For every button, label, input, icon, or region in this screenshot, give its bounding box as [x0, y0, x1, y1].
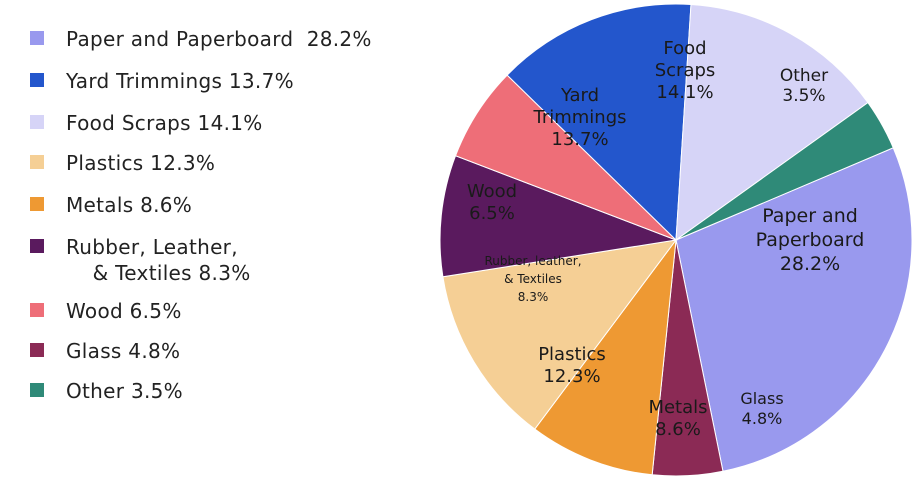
slice-label-line: Wood [467, 181, 517, 202]
slice-label-line: 28.2% [780, 253, 840, 275]
slice-label-line: 8.6% [655, 419, 701, 440]
slice-label-line: 4.8% [742, 409, 783, 428]
slice-label-line: Other [780, 66, 828, 86]
slice-label-line: 8.3% [518, 290, 549, 304]
slice-label-paper-and-paperboard: Paper and Paperboard 28.2% [756, 205, 865, 275]
slice-label-line: Food [663, 38, 706, 59]
legend-label: Rubber, Leather, & Textiles 8.3% [66, 235, 251, 285]
pie-slice-other [675, 101, 894, 241]
legend-label: Metals 8.6% [66, 193, 193, 217]
slice-label-line: 6.5% [469, 203, 515, 224]
pie-slice-metals [534, 238, 677, 476]
legend-swatch [30, 343, 44, 357]
pie-slice-food-scraps [675, 3, 869, 242]
slice-label-rubber-leather-textiles: Rubber, leather, & Textiles 8.3% [484, 254, 581, 304]
legend-swatch [30, 383, 44, 397]
legend-item-yard-trimmings: Yard Trimmings 13.7% [30, 68, 294, 94]
legend-swatch [30, 73, 44, 87]
slice-label-wood: Wood 6.5% [467, 181, 517, 224]
slice-label-line: 12.3% [543, 366, 600, 387]
legend-item-rubber-leather-textiles: Rubber, Leather, & Textiles 8.3% [30, 234, 251, 286]
slice-label-yard-trimmings: Yard Trimmings 13.7% [532, 85, 626, 150]
legend-item-other: Other 3.5% [30, 378, 183, 404]
legend-label: Plastics 12.3% [66, 151, 216, 175]
slice-label-line: Yard [560, 85, 599, 106]
legend-label: Paper and Paperboard 28.2% [66, 27, 372, 51]
pie-slice-paper-and-paperboard [675, 147, 913, 472]
legend-item-food-scraps: Food Scraps 14.1% [30, 110, 263, 136]
legend-label: Glass 4.8% [66, 339, 181, 363]
slice-label-line: 13.7% [551, 129, 608, 150]
legend-swatch [30, 197, 44, 211]
slice-label-line: Metals [648, 397, 707, 418]
legend-item-wood: Wood 6.5% [30, 298, 182, 324]
legend-swatch [30, 239, 44, 253]
legend-swatch [30, 155, 44, 169]
legend-item-glass: Glass 4.8% [30, 338, 180, 364]
slice-label-line: Scraps [655, 60, 716, 81]
slice-label-glass: Glass 4.8% [740, 389, 783, 428]
pie-slice-yard-trimmings [506, 3, 692, 242]
slice-label-line: 3.5% [782, 86, 825, 106]
legend-item-metals: Metals 8.6% [30, 192, 192, 218]
pie-slice-plastics [442, 239, 678, 430]
slice-label-line: Plastics [538, 344, 606, 365]
pie-slice-rubber-leather-textiles [439, 155, 678, 278]
legend-item-plastics: Plastics 12.3% [30, 150, 215, 176]
slice-label-metals: Metals 8.6% [648, 397, 707, 440]
slice-label-line: Trimmings [532, 107, 626, 128]
slice-label-line: Paper and [762, 205, 858, 227]
legend-label: Other 3.5% [66, 379, 183, 403]
legend-label: Food Scraps 14.1% [66, 111, 263, 135]
chart-legend: Paper and Paperboard 28.2% Yard Trimmings… [30, 26, 430, 426]
slice-label-plastics: Plastics 12.3% [538, 344, 606, 387]
slice-label-line: & Textiles [504, 272, 562, 286]
legend-swatch [30, 303, 44, 317]
legend-swatch [30, 31, 44, 45]
slice-label-line: Paperboard [756, 229, 865, 251]
slice-label-other: Other 3.5% [780, 66, 828, 106]
slice-label-food-scraps: Food Scraps 14.1% [655, 38, 716, 103]
slice-label-line: Rubber, leather, [484, 254, 581, 268]
slice-label-line: 14.1% [656, 82, 713, 103]
legend-label: Wood 6.5% [66, 299, 182, 323]
legend-label: Yard Trimmings 13.7% [66, 69, 294, 93]
legend-item-paper-and-paperboard: Paper and Paperboard 28.2% [30, 26, 372, 52]
legend-swatch [30, 115, 44, 129]
slice-label-line: Glass [740, 389, 783, 408]
